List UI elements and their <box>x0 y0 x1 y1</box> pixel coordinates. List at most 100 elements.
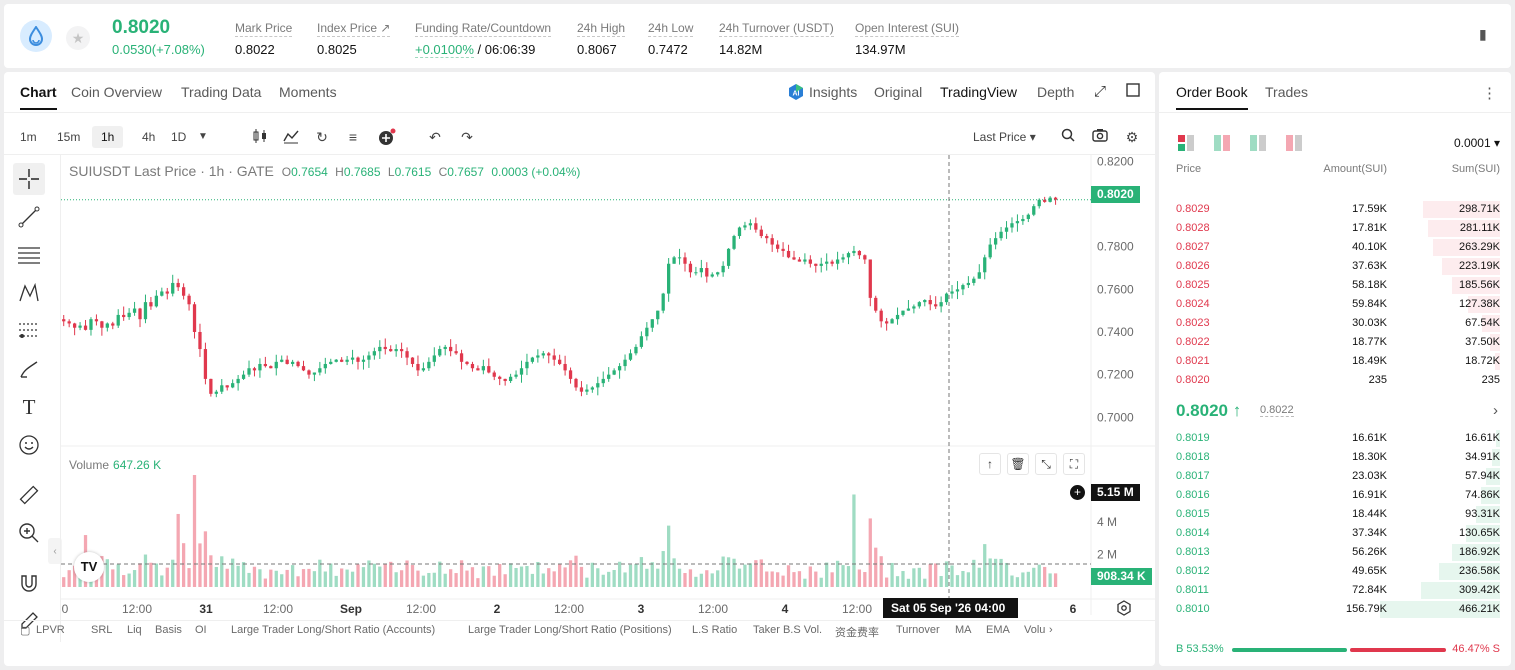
pencil-lock-tool-icon[interactable] <box>13 605 45 637</box>
mark-price-small[interactable]: 0.8022 <box>1260 404 1294 417</box>
tab-chart[interactable]: Chart <box>20 84 57 110</box>
bid-row[interactable]: 0.8019 16.61K 16.61K <box>1159 429 1511 448</box>
bid-row[interactable]: 0.8011 72.84K 309.42K <box>1159 581 1511 600</box>
indicator-7[interactable]: L.S Ratio <box>692 624 738 636</box>
fib-tool-icon[interactable] <box>13 315 45 347</box>
view-both-icon[interactable] <box>1178 135 1194 156</box>
indicator-4[interactable]: OI <box>195 624 207 636</box>
camera-icon[interactable] <box>1091 128 1109 146</box>
chevron-right-icon[interactable]: › <box>1493 402 1498 419</box>
bid-row[interactable]: 0.8016 16.91K 74.86K <box>1159 486 1511 505</box>
indicator-12[interactable]: EMA <box>986 624 1010 636</box>
timeframe-1h[interactable]: 1h <box>92 126 124 148</box>
ask-row[interactable]: 0.8029 17.59K 298.71K <box>1159 200 1511 219</box>
bid-row[interactable]: 0.8013 56.26K 186.92K <box>1159 543 1511 562</box>
favorite-star-icon[interactable]: ★ <box>66 26 90 50</box>
refresh-icon[interactable]: ↻ <box>316 129 328 145</box>
ask-row[interactable]: 0.8024 59.84K 127.38K <box>1159 295 1511 314</box>
ask-row[interactable]: 0.8020 235 235 <box>1159 371 1511 390</box>
ask-row[interactable]: 0.8028 17.81K 281.11K <box>1159 219 1511 238</box>
timeframe-1d[interactable]: 1D <box>171 130 187 144</box>
bid-row[interactable]: 0.8017 23.03K 57.94K <box>1159 467 1511 486</box>
delete-icon[interactable]: 🗑 <box>1007 453 1029 475</box>
ruler-tool-icon[interactable] <box>13 479 45 511</box>
indicator-9[interactable]: 资金费率 <box>835 627 879 639</box>
magnet-tool-icon[interactable] <box>13 567 45 599</box>
indicator-3[interactable]: Basis <box>155 624 182 636</box>
redo-icon[interactable]: ↷ <box>461 129 473 145</box>
ask-row[interactable]: 0.8026 37.63K 223.19K <box>1159 257 1511 276</box>
chart-settings-icon[interactable] <box>1115 600 1133 618</box>
text-tool-icon[interactable]: T <box>22 394 36 419</box>
tab-trades[interactable]: Trades <box>1265 84 1309 100</box>
brush-tool-icon[interactable] <box>13 353 45 385</box>
settings-gear-icon[interactable]: ⚙ <box>1125 129 1139 145</box>
tab-insights[interactable]: Insights <box>809 84 858 100</box>
fullscreen-icon[interactable] <box>1124 83 1142 101</box>
view-bids-icon[interactable] <box>1250 135 1266 156</box>
indicator-10[interactable]: Turnover <box>896 624 940 636</box>
collapse-icon[interactable]: ⤡ <box>1035 453 1057 475</box>
price-type-select[interactable]: Last Price ▾ <box>973 130 1036 144</box>
more-options-icon[interactable]: ⋮ <box>1482 85 1497 102</box>
indicator-5[interactable]: Large Trader Long/Short Ratio (Accounts) <box>231 624 436 636</box>
bid-row[interactable]: 0.8012 49.65K 236.58K <box>1159 562 1511 581</box>
indicator-11[interactable]: MA <box>955 624 972 636</box>
tab-depth[interactable]: Depth <box>1037 84 1075 100</box>
collapse-toolbar-icon[interactable]: ‹ <box>48 538 62 564</box>
ask-row[interactable]: 0.8023 30.03K 67.54K <box>1159 314 1511 333</box>
timeframe-15m[interactable]: 15m <box>57 130 81 144</box>
book-icon[interactable]: ▮ <box>1479 26 1487 42</box>
ask-row[interactable]: 0.8021 18.49K 18.72K <box>1159 352 1511 371</box>
funding-rate[interactable]: +0.0100% <box>415 42 474 58</box>
maximize-icon[interactable]: ⛶ <box>1063 453 1085 475</box>
indicator-1[interactable]: SRL <box>91 624 113 636</box>
stat-label[interactable]: Funding Rate/Countdown <box>415 21 552 37</box>
bid-row[interactable]: 0.8010 156.79K 466.21K <box>1159 600 1511 619</box>
ask-row[interactable]: 0.8025 58.18K 185.56K <box>1159 276 1511 295</box>
timeframe-1m[interactable]: 1m <box>20 130 37 144</box>
indicator-scroll-icon[interactable]: › <box>1049 624 1053 636</box>
horizontal-lines-tool-icon[interactable] <box>13 239 45 271</box>
indicator-8[interactable]: Taker B.S Vol. <box>753 624 823 636</box>
indicator-2[interactable]: Liq <box>127 624 142 636</box>
crosshair-tool-icon[interactable] <box>13 163 45 195</box>
move-up-icon[interactable]: ↑ <box>979 453 1001 475</box>
indicator-toggle-icon[interactable]: ▢ <box>20 625 31 637</box>
indicator-6[interactable]: Large Trader Long/Short Ratio (Positions… <box>468 624 672 636</box>
bid-row[interactable]: 0.8014 37.34K 130.65K <box>1159 524 1511 543</box>
candle-type-icon[interactable] <box>251 128 269 146</box>
timeframe-dropdown-icon[interactable]: ▼ <box>198 131 208 142</box>
bid-row[interactable]: 0.8015 18.44K 93.31K <box>1159 505 1511 524</box>
templates-icon[interactable]: ≡ <box>348 129 358 145</box>
undo-icon[interactable]: ↶ <box>429 129 441 145</box>
ai-insights-icon[interactable]: AI <box>787 83 805 101</box>
timeframe-4h[interactable]: 4h <box>142 130 156 144</box>
emoji-tool-icon[interactable] <box>13 429 45 461</box>
view-split-icon[interactable] <box>1214 135 1230 156</box>
bid-row[interactable]: 0.8018 18.30K 34.91K <box>1159 448 1511 467</box>
ask-row[interactable]: 0.8027 40.10K 263.29K <box>1159 238 1511 257</box>
sui-coin-icon[interactable] <box>20 20 52 52</box>
tradingview-logo-icon[interactable]: TV <box>74 552 104 582</box>
indicator-13[interactable]: Volu <box>1024 624 1046 636</box>
tab-trading-data[interactable]: Trading Data <box>181 84 262 100</box>
indicators-icon[interactable] <box>282 128 300 146</box>
stat-label[interactable]: Index Price ↗ <box>317 21 391 37</box>
ask-row[interactable]: 0.8022 18.77K 37.50K <box>1159 333 1511 352</box>
tab-tradingview[interactable]: TradingView <box>940 84 1018 100</box>
tab-order-book[interactable]: Order Book <box>1176 84 1248 110</box>
indicator-0[interactable]: LPVR <box>36 624 65 636</box>
stat-label[interactable]: Mark Price <box>235 21 293 37</box>
tab-original[interactable]: Original <box>874 84 923 100</box>
view-asks-icon[interactable] <box>1286 135 1302 156</box>
tick-size-select[interactable]: 0.0001 ▾ <box>1453 136 1500 150</box>
expand-icon[interactable]: ⤢ <box>1093 83 1106 100</box>
pattern-tool-icon[interactable] <box>13 277 45 309</box>
zoom-in-tool-icon[interactable] <box>13 517 45 549</box>
add-indicator-icon[interactable] <box>378 128 396 146</box>
search-icon[interactable] <box>1059 128 1077 146</box>
add-alert-icon[interactable]: + <box>1070 485 1085 500</box>
stat-label[interactable]: Open Interest (SUI) <box>855 21 960 37</box>
